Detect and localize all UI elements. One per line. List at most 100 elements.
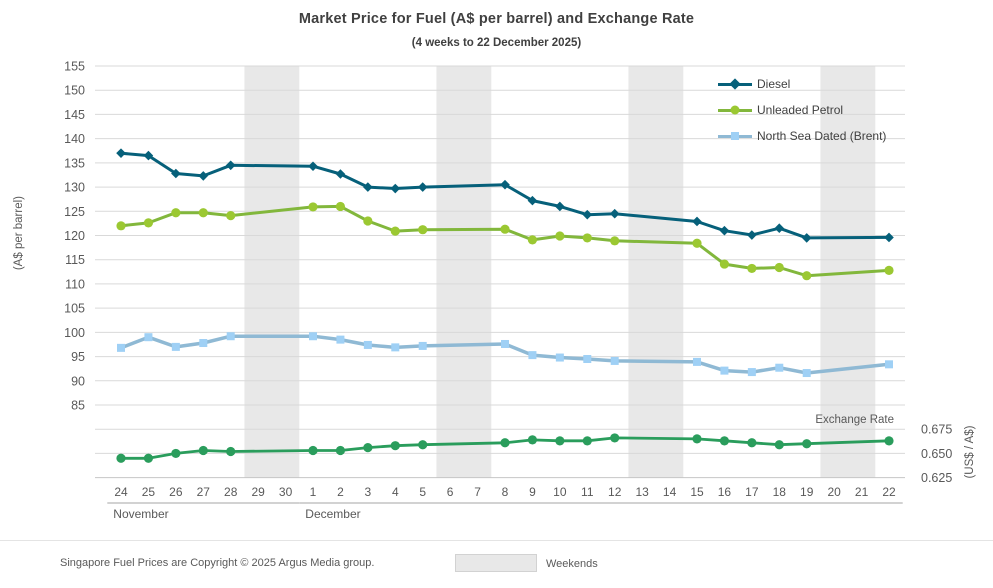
left-axis-title: (A$ per barrel)	[13, 196, 25, 270]
data-point	[693, 357, 701, 366]
series-north-sea-dated-brent-	[117, 332, 893, 378]
x-tick-label: 21	[855, 485, 869, 499]
data-point	[198, 208, 208, 218]
data-point	[391, 343, 400, 352]
x-tick-label: 6	[447, 485, 454, 499]
left-tick-label: 150	[64, 84, 85, 98]
left-tick-label: 90	[71, 374, 85, 388]
data-point	[582, 233, 592, 243]
plot-area: 1551501451401351301251201151101051009590…	[13, 60, 976, 521]
data-point	[335, 169, 346, 179]
left-tick-label: 100	[64, 326, 85, 340]
weekend-band	[244, 66, 300, 478]
data-point	[199, 339, 208, 348]
x-tick-label: 20	[827, 485, 841, 499]
data-point	[610, 236, 620, 246]
data-point	[143, 453, 154, 463]
fuel-price-chart: 155 150 145 140 135 130 125 120 115 110 105 100 95 90…	[0, 60, 993, 530]
data-point	[335, 445, 346, 456]
page-title: Market Price for Fuel (A$ per barrel) an…	[298, 11, 695, 27]
data-point	[555, 201, 565, 212]
x-tick-label: 22	[882, 485, 896, 499]
data-point	[775, 363, 784, 372]
data-point	[884, 232, 894, 243]
data-point	[363, 182, 373, 192]
data-point	[527, 435, 538, 445]
left-tick-label: 155	[64, 60, 85, 74]
data-point	[692, 238, 702, 248]
data-point	[226, 332, 235, 341]
legend-item-unleaded-petrol: Unleaded Petrol	[718, 97, 886, 123]
weekend-swatch-label: Weekends	[546, 558, 598, 570]
data-point	[309, 332, 317, 341]
legend-diamond-marker-icon	[729, 78, 741, 90]
data-point	[555, 353, 564, 362]
data-point	[335, 201, 346, 212]
data-point	[225, 160, 236, 171]
data-point	[774, 262, 784, 273]
data-point	[198, 171, 209, 181]
x-tick-label: 13	[635, 485, 649, 499]
series-exchange-rate	[116, 433, 894, 463]
left-tick-label: 120	[64, 229, 85, 243]
data-point	[501, 339, 509, 348]
x-tick-label: 15	[690, 485, 704, 499]
legend-label: North Sea Dated (Brent)	[757, 129, 887, 143]
data-point	[774, 440, 784, 450]
left-tick-label: 95	[71, 350, 85, 364]
data-point	[144, 333, 153, 342]
legend-label: Unleaded Petrol	[757, 103, 844, 117]
weekend-band	[436, 66, 492, 478]
x-tick-label: 10	[553, 485, 567, 499]
data-point	[555, 436, 565, 446]
data-point	[747, 263, 757, 274]
data-point	[747, 368, 756, 377]
series-unleaded-petrol	[116, 201, 894, 281]
data-point	[143, 218, 154, 228]
left-tick-label: 115	[65, 253, 85, 267]
data-point	[719, 259, 730, 269]
left-tick-label: 105	[64, 302, 85, 316]
data-point	[610, 433, 620, 443]
data-point	[171, 448, 181, 459]
data-point	[582, 209, 593, 220]
weekend-bands	[244, 66, 876, 478]
data-point	[720, 366, 729, 375]
x-tick-label: 5	[419, 485, 426, 499]
month-name: December	[305, 507, 360, 521]
data-point	[528, 351, 537, 360]
data-point	[583, 354, 592, 363]
x-axis-ticks: 24 25 26 27 28 29 30 1 2 3 4 5 6 7 8 9 10 11 12 13 14 15 16 17 1…	[114, 485, 896, 499]
x-tick-label: 9	[529, 485, 536, 499]
data-point	[802, 439, 812, 449]
x-tick-label: 14	[663, 485, 677, 499]
month-labels: November December	[107, 502, 903, 521]
data-point	[308, 202, 318, 212]
x-tick-label: 1	[310, 485, 317, 499]
left-tick-label: 140	[64, 132, 85, 146]
data-point	[363, 443, 373, 453]
data-point	[802, 369, 811, 378]
legend-item-diesel: Diesel	[718, 71, 886, 97]
data-point	[171, 208, 181, 218]
data-point	[418, 225, 428, 235]
data-point	[417, 182, 428, 192]
data-point	[143, 150, 154, 161]
x-tick-label: 24	[114, 485, 128, 499]
data-point	[885, 360, 893, 369]
x-tick-label: 8	[502, 485, 509, 499]
data-point	[418, 440, 428, 450]
data-point	[527, 195, 538, 206]
x-tick-label: 30	[279, 485, 293, 499]
data-point	[692, 216, 702, 227]
data-point	[390, 441, 400, 451]
data-point	[582, 436, 592, 446]
left-tick-label: 145	[64, 108, 85, 122]
data-point	[527, 235, 538, 245]
x-tick-label: 3	[365, 485, 372, 499]
data-point	[390, 183, 401, 194]
x-tick-label: 16	[718, 485, 732, 499]
legend-line	[718, 132, 752, 140]
x-tick-label: 29	[251, 485, 265, 499]
x-tick-label: 7	[474, 485, 481, 499]
